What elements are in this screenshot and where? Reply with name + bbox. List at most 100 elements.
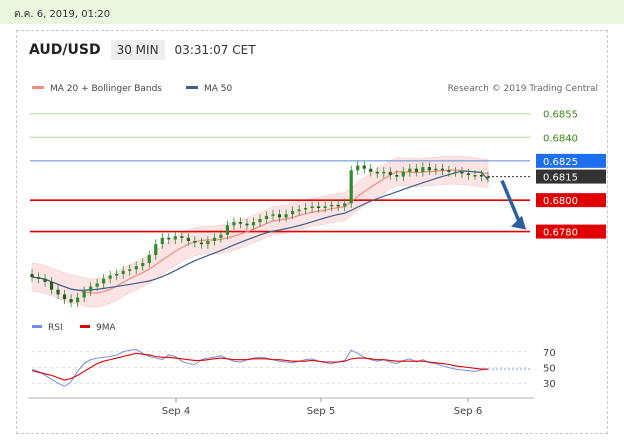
candle [30, 269, 34, 282]
candle-body [460, 171, 464, 174]
rsi-ma-legend-label: 9MA [96, 323, 116, 333]
candle-body [69, 299, 73, 303]
candle-body [56, 289, 60, 295]
candle [401, 167, 405, 182]
rsi-ma-legend-swatch [80, 325, 90, 328]
candle-body [212, 237, 216, 241]
candle [43, 274, 47, 287]
candle [115, 269, 119, 281]
candle [212, 233, 216, 246]
candle-body [434, 168, 438, 171]
candle [121, 266, 125, 279]
candle [49, 277, 54, 295]
candle [102, 274, 106, 289]
candle-body [141, 263, 145, 267]
candle-body [330, 204, 334, 207]
candle-body [473, 175, 477, 177]
candle [180, 231, 184, 243]
candle-body [375, 171, 379, 174]
candle [36, 272, 41, 284]
level-label-0.6855: 0.6855 [543, 110, 578, 121]
candle [330, 200, 334, 212]
rsi-line [31, 348, 489, 387]
candle [343, 198, 347, 212]
rsi-tick-50: 50 [543, 364, 556, 375]
timeframe-badge[interactable]: 30 MIN [110, 40, 165, 60]
candle [225, 220, 230, 240]
candle [186, 233, 190, 246]
candle-body [147, 255, 151, 263]
level-label-bg-0.6825 [536, 153, 606, 168]
candle-body [95, 283, 99, 287]
candle [134, 261, 138, 274]
candle-body [36, 277, 41, 279]
price-levels [30, 113, 530, 233]
candle [466, 168, 471, 180]
candle [317, 201, 321, 213]
candle [271, 209, 275, 221]
candle-body [447, 170, 451, 172]
candle [258, 214, 262, 227]
candle [219, 230, 223, 243]
candle-body [317, 206, 321, 208]
candle-body [121, 270, 125, 274]
candle [447, 165, 451, 177]
forecast-arrow-shaft [500, 179, 522, 225]
candle-body [232, 222, 236, 226]
candle [479, 170, 484, 182]
symbol-label: AUD/USD [29, 42, 101, 58]
ma20-legend-swatch [32, 86, 44, 89]
candle [264, 211, 269, 224]
candle-body [421, 167, 425, 172]
candle-body [43, 278, 47, 282]
candle-body [290, 211, 295, 215]
candle [82, 286, 86, 303]
candle-body [108, 275, 112, 279]
candle-body [297, 209, 301, 212]
candle-body [395, 175, 399, 177]
candle-body [401, 171, 405, 177]
ma50-line [31, 170, 489, 291]
candle [128, 264, 132, 276]
x-tick-label: Sep 6 [454, 406, 482, 417]
candle [232, 217, 236, 230]
rsi-tick-30: 30 [543, 379, 556, 390]
candle [427, 162, 431, 175]
candle-body [382, 171, 386, 174]
rsi-tick-70: 70 [543, 348, 556, 359]
candle [69, 294, 73, 307]
candle-body [414, 168, 418, 172]
forecast-arrow-head [511, 215, 526, 230]
candle-body [453, 171, 458, 174]
candle-body [245, 223, 249, 226]
candle-body [238, 222, 243, 224]
candle-body [388, 171, 392, 175]
candle [193, 236, 197, 248]
level-label-0.6800: 0.6800 [543, 196, 578, 207]
candle [323, 201, 327, 213]
candle [141, 258, 145, 271]
candle-body [310, 206, 314, 208]
candle [310, 201, 314, 213]
candle [108, 270, 112, 284]
candle [473, 170, 477, 180]
candle [89, 281, 93, 296]
rsi-legend: RSI 9MA [32, 323, 116, 333]
candle-body [271, 214, 275, 216]
candle [290, 206, 295, 219]
candle [421, 162, 425, 177]
candle [167, 233, 171, 245]
price-level-labels: 0.6855 0.6840 0.6825 0.6815 0.6800 0.6780 [536, 110, 606, 239]
candle [382, 167, 386, 179]
candle-body [408, 168, 412, 172]
candle-body [466, 173, 471, 175]
chart-header: AUD/USD 30 MIN 03:31:07 CET [29, 39, 256, 61]
candle-body [284, 214, 288, 218]
candle [388, 167, 392, 180]
candle [56, 285, 60, 300]
candle-body [186, 237, 190, 241]
candles [30, 160, 490, 307]
candle [434, 164, 438, 175]
rsi-panel: 70 50 30 [31, 348, 556, 390]
candle-body [356, 165, 360, 171]
